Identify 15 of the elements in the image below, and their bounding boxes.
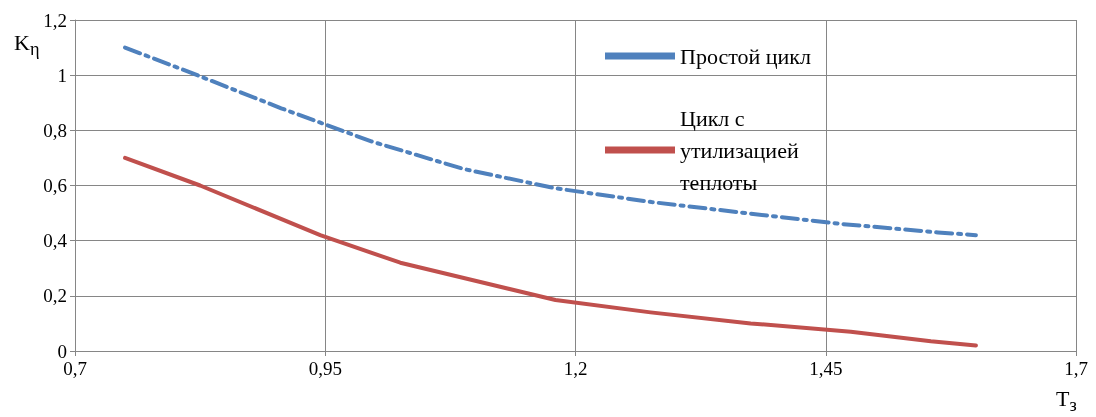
x-tick-label: 1,7: [1064, 358, 1088, 379]
x-axis-title: T$_{з}$: [1056, 386, 1077, 416]
y-axis-title: K$_{η}$: [14, 30, 40, 60]
line-series: [123, 45, 978, 238]
y-tick-label: 1,2: [43, 9, 67, 31]
x-tick-label: 0,95: [308, 358, 342, 379]
y-tick-label: 1: [57, 64, 67, 86]
y-tick-label: 0,4: [43, 230, 68, 252]
y-tick-label: 0,8: [43, 119, 67, 141]
x-tick-label: 1,2: [563, 358, 588, 379]
legend-label: Цикл с утилизацией теплоты: [680, 105, 805, 195]
x-tick-label: 1,45: [809, 358, 843, 379]
y-tick-label: 0,6: [43, 175, 67, 196]
y-tick-label: 0,2: [43, 285, 67, 307]
legend-label: Простой цикл: [680, 43, 812, 69]
